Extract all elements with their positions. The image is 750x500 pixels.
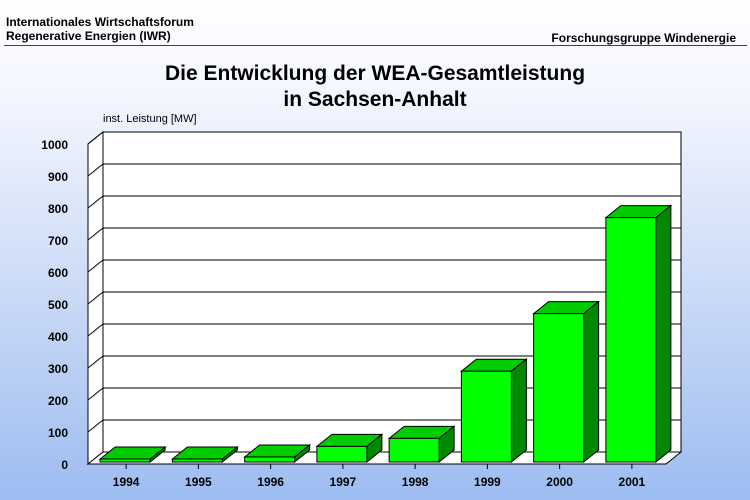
bar-front [316,445,368,463]
header-research-group: Forschungsgruppe Windenergie [551,31,736,45]
gridline [87,131,681,145]
y-tick-label: 300 [48,362,68,376]
bar-1995 [170,445,239,464]
gridline [87,291,681,305]
chart-bars [98,204,673,464]
x-tick-label: 2000 [546,475,573,489]
bar-front [99,458,151,463]
x-tick-label: 1994 [113,475,140,489]
chart-title: Die Entwicklung der WEA-Gesamtleistung i… [0,61,750,113]
x-axis-tick-labels: 1994 1995 1996 1997 1998 1999 2000 2001 [113,464,646,489]
bar-front [605,217,657,463]
header-organization: Internationales Wirtschaftsforum Regener… [6,15,194,43]
x-tick-label: 2001 [619,475,646,489]
gridline [87,163,681,177]
x-tick-label: 1996 [257,475,284,489]
gridline [87,259,681,273]
y-tick-label: 400 [48,330,68,344]
bar-front [244,456,296,463]
gridline [87,195,681,209]
chart-title-line1: Die Entwicklung der WEA-Gesamtleistung [164,62,586,85]
y-tick-label: 700 [48,234,68,248]
header-org-line1: Internationales Wirtschaftsforum [6,15,194,29]
header-divider [4,45,747,46]
bar-side [510,358,527,464]
bar-side [655,204,672,464]
header-org-line2: Regenerative Energien (IWR) [6,29,171,43]
gridline [87,355,681,369]
bar-front [533,313,585,463]
x-tick-label: 1999 [474,475,501,489]
bar-front [171,458,223,463]
bar-1997 [315,433,384,464]
y-tick-label: 1000 [41,138,68,152]
bar-2000 [532,300,601,464]
bar-front [388,437,440,463]
y-tick-label: 900 [48,170,68,184]
y-tick-label: 800 [48,202,68,216]
chart-title-line2: in Sachsen-Anhalt [283,88,467,111]
gridline [87,227,681,241]
y-tick-label: 0 [61,458,68,472]
x-tick-label: 1997 [330,475,357,489]
gridline [87,323,681,337]
bar-front [460,370,512,463]
bar-2001 [604,204,673,464]
y-axis-tick-labels: 0 100 200 300 400 500 600 700 800 900 1000 [41,138,68,472]
bar-1998 [387,425,456,464]
y-tick-label: 200 [48,394,68,408]
y-tick-label: 500 [48,298,68,312]
x-tick-label: 1995 [185,475,212,489]
y-tick-label: 600 [48,266,68,280]
x-tick-label: 1998 [402,475,429,489]
y-axis-label: inst. Leistung [MW] [103,113,197,125]
y-tick-label: 100 [48,426,68,440]
chart-floor [86,451,683,465]
bar-side [583,300,600,464]
bar-1994 [98,445,167,464]
bar-1999 [459,358,528,464]
bar-1996 [243,443,312,464]
